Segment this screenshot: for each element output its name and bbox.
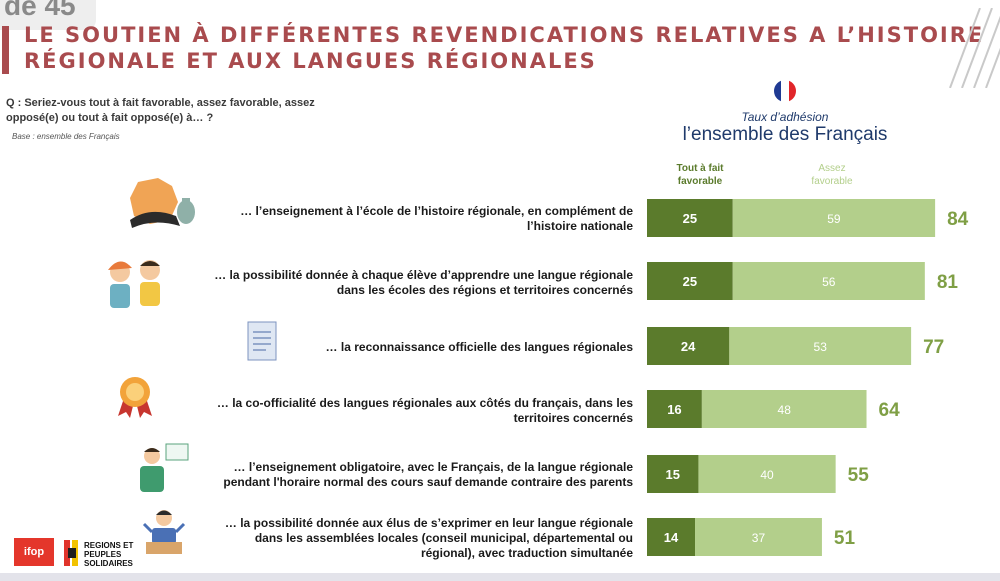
survey-base: Base : ensemble des Français — [12, 132, 120, 141]
document-icon — [247, 321, 277, 361]
french-flag-icon — [774, 80, 796, 102]
item-2-line-1: … la possibilité donnée à chaque élève d… — [214, 268, 633, 282]
page-counter-tag: de 45 — [0, 0, 96, 30]
teacher-icon — [140, 443, 189, 492]
rps-line-1: REGIONS ET — [84, 541, 134, 550]
value-assez-favorable-2: 56 — [822, 275, 836, 289]
item-4-line-2: territoires concernés — [513, 411, 633, 425]
slide-title: LE SOUTIEN À DIFFÉRENTES REVENDICATIONS … — [24, 22, 984, 74]
bar-assez-favorable-6 — [695, 518, 822, 556]
title-accent-bar — [2, 26, 9, 74]
item-1-line-1: … l’enseignement à l’école de l’histoire… — [240, 204, 633, 218]
population-label: l’ensemble des Français — [682, 124, 888, 145]
value-assez-favorable-4: 48 — [778, 403, 792, 417]
value-total-1: 84 — [947, 209, 969, 230]
title-line-1: LE SOUTIEN À DIFFÉRENTES REVENDICATIONS … — [24, 23, 985, 47]
legend-light-line-2: favorable — [811, 176, 853, 187]
value-assez-favorable-6: 37 — [752, 531, 766, 545]
item-5-line-2: pendant l'horaire normal des cours sauf … — [223, 475, 633, 489]
bar-assez-favorable-2 — [732, 262, 925, 300]
rps-line-3: SOLIDAIRES — [84, 559, 133, 568]
value-total-5: 55 — [848, 465, 870, 486]
award-ribbon-icon — [118, 377, 152, 418]
bar-tout-a-fait-favorable-3 — [647, 327, 730, 365]
item-4-line-1: … la co-officialité des langues régional… — [216, 396, 633, 410]
legend-dark-line-1: Tout à fait — [676, 163, 724, 174]
value-total-6: 51 — [834, 528, 856, 549]
item-label-6: … la possibilité donnée aux élus de s’ex… — [170, 516, 633, 561]
item-6-line-1: … la possibilité donnée aux élus de s’ex… — [224, 516, 633, 530]
legend-tout-a-fait-favorable: Tout à fait favorable — [645, 162, 755, 188]
bar-assez-favorable-1 — [732, 199, 936, 237]
legend-light-line-1: Assez — [818, 163, 846, 174]
item-1-line-2: l’histoire nationale — [526, 219, 633, 233]
page-counter-text: de 45 — [4, 0, 76, 21]
value-assez-favorable-5: 40 — [760, 468, 774, 482]
bar-assez-favorable-4 — [701, 390, 867, 428]
value-tout-a-fait-favorable-5: 15 — [665, 467, 679, 482]
item-6-line-2: dans les assemblées locales (conseil mun… — [254, 531, 633, 545]
value-tout-a-fait-favorable-4: 16 — [667, 402, 681, 417]
item-label-1: … l’enseignement à l’école de l’histoire… — [170, 204, 633, 234]
item-label-4: … la co-officialité des langues régional… — [170, 396, 633, 426]
ifop-logo: ifop — [14, 538, 54, 566]
bar-assez-favorable-5 — [698, 455, 836, 493]
children-learning-icon — [108, 260, 160, 308]
value-assez-favorable-1: 59 — [827, 212, 841, 226]
bar-tout-a-fait-favorable-4 — [647, 390, 702, 428]
adhesion-rate-label: Taux d’adhésion — [741, 110, 829, 124]
item-2-line-2: dans les écoles des régions et territoir… — [336, 283, 633, 297]
bar-tout-a-fait-favorable-5 — [647, 455, 699, 493]
legend-dark-line-2: favorable — [677, 176, 723, 187]
value-total-3: 77 — [923, 337, 944, 358]
title-line-2: RÉGIONALE ET AUX LANGUES RÉGIONALES — [24, 49, 597, 73]
item-5-line-1: … l’enseignement obligatoire, avec le Fr… — [233, 460, 633, 474]
bar-tout-a-fait-favorable-2 — [647, 262, 733, 300]
bar-assez-favorable-3 — [729, 327, 912, 365]
value-tout-a-fait-favorable-6: 14 — [664, 530, 679, 545]
bar-tout-a-fait-favorable-1 — [647, 199, 733, 237]
value-tout-a-fait-favorable-1: 25 — [683, 211, 697, 226]
rps-line-2: PEUPLES — [84, 550, 122, 559]
value-tout-a-fait-favorable-2: 25 — [683, 274, 697, 289]
value-tout-a-fait-favorable-3: 24 — [681, 339, 696, 354]
legend-assez-favorable: Assez favorable — [777, 162, 887, 188]
item-6-line-3: régional), avec traduction simultanée — [420, 546, 633, 560]
item-label-5: … l’enseignement obligatoire, avec le Fr… — [170, 460, 633, 490]
footer-band — [0, 573, 1000, 581]
france-map-history-icon — [130, 178, 195, 228]
item-label-3: … la reconnaissance officielle des langu… — [170, 340, 633, 355]
value-total-2: 81 — [937, 272, 959, 293]
value-assez-favorable-3: 53 — [814, 340, 828, 354]
regions-peuples-logo-icon — [64, 540, 78, 566]
speaker-official-icon — [142, 510, 186, 554]
item-3-line-1: … la reconnaissance officielle des langu… — [325, 340, 633, 354]
value-total-4: 64 — [879, 400, 901, 421]
survey-question: Q : Seriez-vous tout à fait favorable, a… — [6, 97, 315, 124]
decorative-stripes — [949, 8, 1000, 88]
regions-peuples-solidaires-text: REGIONS ET PEUPLES SOLIDAIRES — [84, 541, 133, 568]
bar-tout-a-fait-favorable-6 — [647, 518, 696, 556]
item-label-2: … la possibilité donnée à chaque élève d… — [170, 268, 633, 298]
